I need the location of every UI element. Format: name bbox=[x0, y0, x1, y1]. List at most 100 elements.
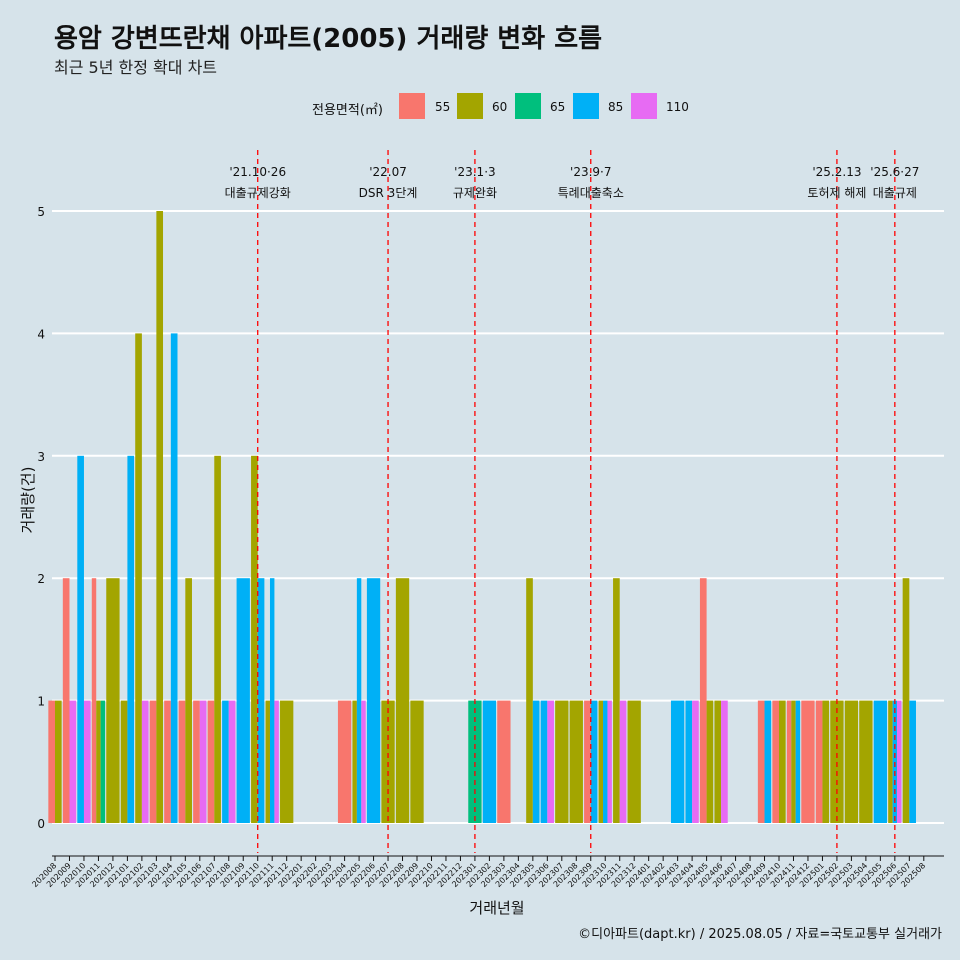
bar-202411-60 bbox=[791, 700, 796, 823]
bar-202108-110 bbox=[228, 700, 236, 823]
bar-202103-55 bbox=[149, 700, 157, 823]
legend-label-110: 110 bbox=[666, 100, 689, 114]
bar-202101-85 bbox=[127, 455, 135, 823]
legend-swatch-55 bbox=[399, 93, 425, 119]
bar-202204-55 bbox=[337, 700, 352, 823]
chart-title: 용암 강변뜨란채 아파트(2005) 거래량 변화 흐름 bbox=[54, 24, 603, 54]
event-label-desc: 특례대출축소 bbox=[558, 186, 624, 200]
bar-202109-85 bbox=[236, 578, 250, 823]
bar-202101-60 bbox=[120, 700, 128, 823]
bar-202104-85 bbox=[170, 333, 178, 823]
bar-202507-60 bbox=[902, 578, 910, 823]
bar-202501-60 bbox=[822, 700, 830, 823]
bar-202111-110 bbox=[274, 700, 279, 823]
bar-202008-55 bbox=[48, 700, 55, 823]
bar-202403-85 bbox=[670, 700, 685, 823]
chart-subtitle: 최근 5년 한정 확대 차트 bbox=[54, 58, 218, 77]
event-label-desc: 대출규제 bbox=[873, 186, 917, 200]
bar-202102-60 bbox=[135, 333, 142, 823]
event-label-desc: 토허제 해제 bbox=[807, 186, 866, 200]
legend-swatch-110 bbox=[631, 93, 657, 119]
bar-202406-110 bbox=[721, 700, 728, 823]
event-label-date: '22.07 bbox=[369, 165, 407, 179]
event-label-date: '21.10·26 bbox=[229, 165, 286, 179]
bar-202411-55 bbox=[786, 700, 792, 823]
bar-202310-60 bbox=[598, 700, 604, 823]
bar-202308-60 bbox=[569, 700, 583, 823]
bar-202107-60 bbox=[214, 455, 221, 823]
bar-202103-60 bbox=[156, 211, 164, 823]
bar-202503-60 bbox=[844, 700, 859, 823]
bar-202504-60 bbox=[859, 700, 873, 823]
legend-label-55: 55 bbox=[435, 100, 451, 114]
y-tick-label: 4 bbox=[37, 327, 45, 341]
bar-202502-60 bbox=[830, 700, 844, 823]
bar-202311-110 bbox=[619, 700, 627, 823]
event-label-desc: DSR 3단계 bbox=[359, 186, 418, 200]
x-axis-title: 거래년월 bbox=[469, 899, 524, 917]
event-label-date: '25.6·27 bbox=[870, 165, 919, 179]
bar-202011-55 bbox=[91, 578, 97, 823]
bar-202506-85 bbox=[892, 700, 898, 823]
bar-202105-55 bbox=[178, 700, 186, 823]
legend-label-85: 85 bbox=[608, 100, 624, 114]
bar-202011-60 bbox=[96, 700, 101, 823]
bar-202309-55 bbox=[584, 700, 591, 823]
bar-202410-55 bbox=[772, 700, 779, 823]
y-tick-label: 3 bbox=[37, 450, 45, 464]
bar-202205-110 bbox=[361, 700, 366, 823]
event-label-desc: 규제완화 bbox=[453, 186, 497, 200]
event-label-date: '25.2.13 bbox=[812, 165, 861, 179]
legend-label-65: 65 bbox=[550, 100, 566, 114]
bar-202410-60 bbox=[779, 700, 786, 823]
bar-202009-110 bbox=[69, 700, 77, 823]
legend: 전용면적(㎡) 55 60 65 85 110 bbox=[0, 92, 960, 122]
bar-202106-110 bbox=[199, 700, 207, 823]
bar-202412-55 bbox=[801, 700, 815, 823]
bar-202111-85 bbox=[269, 578, 275, 823]
bar-202008-60 bbox=[55, 700, 62, 823]
bar-202111-60 bbox=[265, 700, 270, 823]
bar-202104-55 bbox=[164, 700, 171, 823]
bar-202207-60 bbox=[381, 700, 395, 823]
bar-202311-60 bbox=[613, 578, 620, 823]
bar-202208-60 bbox=[395, 578, 410, 823]
bar-202209-60 bbox=[410, 700, 424, 823]
bar-202012-60 bbox=[106, 578, 120, 823]
source-caption: ©디아파트(dapt.kr) / 2025.08.05 / 자료=국토교통부 실… bbox=[578, 927, 942, 942]
bar-202306-110 bbox=[547, 700, 554, 823]
bar-202405-55 bbox=[699, 578, 707, 823]
bar-202206-85 bbox=[366, 578, 381, 823]
bar-202107-55 bbox=[207, 700, 215, 823]
event-label-date: '23.1·3 bbox=[454, 165, 495, 179]
bar-202506-110 bbox=[897, 700, 902, 823]
bar-202306-85 bbox=[540, 700, 548, 823]
bar-202411-85 bbox=[795, 700, 801, 823]
bar-202108-85 bbox=[222, 700, 229, 823]
bar-202310-85 bbox=[603, 700, 608, 823]
bar-202102-110 bbox=[141, 700, 149, 823]
bar-202110-85 bbox=[257, 578, 265, 823]
bar-202106-55 bbox=[193, 700, 200, 823]
bar-202009-55 bbox=[62, 578, 70, 823]
legend-title: 전용면적(㎡) bbox=[312, 103, 383, 118]
legend-label-60: 60 bbox=[492, 100, 508, 114]
bar-202307-60 bbox=[555, 700, 569, 823]
bar-202205-85 bbox=[356, 578, 362, 823]
y-tick-label: 0 bbox=[37, 817, 45, 831]
bar-202303-55 bbox=[497, 700, 511, 823]
bar-202501-55 bbox=[815, 700, 823, 823]
bar-202312-60 bbox=[627, 700, 641, 823]
bar-202310-110 bbox=[607, 700, 612, 823]
bar-202406-60 bbox=[714, 700, 722, 823]
y-tick-label: 5 bbox=[37, 205, 45, 219]
legend-swatch-65 bbox=[515, 93, 541, 119]
bar-202205-60 bbox=[352, 700, 357, 823]
bar-202302-85 bbox=[482, 700, 497, 823]
bar-202010-85 bbox=[77, 455, 84, 823]
bar-202409-85 bbox=[764, 700, 772, 823]
bar-202305-60 bbox=[526, 578, 533, 823]
bar-202404-110 bbox=[692, 700, 699, 823]
y-tick-label: 2 bbox=[37, 572, 45, 586]
bar-202404-85 bbox=[685, 700, 693, 823]
